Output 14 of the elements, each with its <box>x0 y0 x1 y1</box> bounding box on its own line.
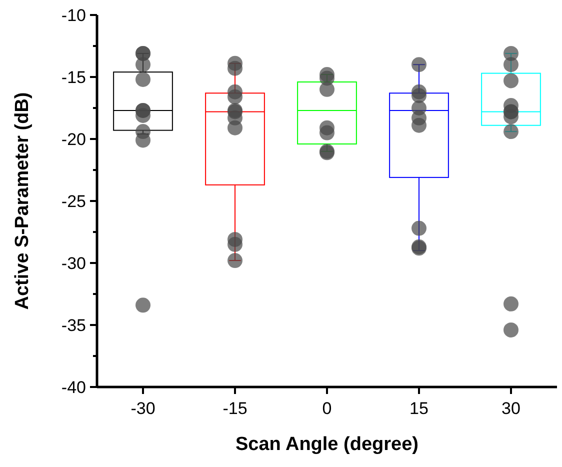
x-axis-title: Scan Angle (degree) <box>235 434 419 455</box>
x-tick-label: 15 <box>410 399 428 418</box>
y-tick-label: -10 <box>61 6 86 25</box>
y-tick-label: -20 <box>61 130 86 149</box>
x-tick-label: 30 <box>502 399 520 418</box>
y-tick-label: -35 <box>61 316 86 335</box>
y-tick-label: -15 <box>61 68 86 87</box>
x-tick-label: 0 <box>322 399 332 418</box>
y-axis-title: Active S-Parameter (dB) <box>12 92 33 310</box>
y-tick-label: -25 <box>61 192 86 211</box>
y-tick-label: -30 <box>61 254 86 273</box>
x-tick-label: -30 <box>130 399 156 418</box>
x-tick-label: -15 <box>222 399 248 418</box>
y-tick-label: -40 <box>61 378 86 397</box>
